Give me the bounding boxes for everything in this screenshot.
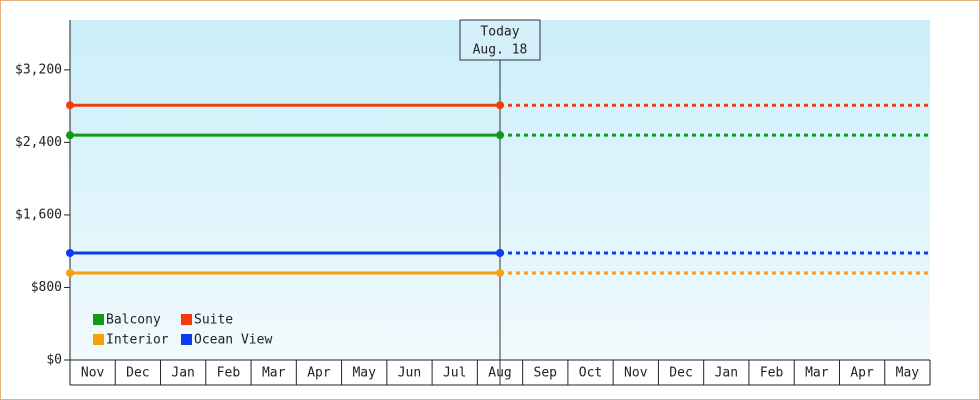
legend-label: Ocean View xyxy=(194,333,272,348)
x-tick-label: Mar xyxy=(805,366,829,381)
y-tick-label: $2,400 xyxy=(15,135,62,150)
x-tick-label: Sep xyxy=(534,366,558,381)
x-tick-label: Oct xyxy=(579,366,602,381)
today-box xyxy=(459,19,541,61)
x-tick-label: Jan xyxy=(715,366,738,381)
x-tick-label: Mar xyxy=(262,366,286,381)
point xyxy=(66,131,74,140)
legend-swatch xyxy=(93,334,104,345)
today-date: Aug. 18 xyxy=(473,43,528,58)
point xyxy=(496,249,504,258)
point xyxy=(66,101,74,110)
x-tick-label: Apr xyxy=(307,366,331,381)
x-tick-label: Apr xyxy=(850,366,874,381)
x-tick-label: Nov xyxy=(624,366,648,381)
x-tick-label: Jul xyxy=(443,366,466,381)
today-label: Today xyxy=(480,25,519,40)
x-tick-label: Dec xyxy=(126,366,149,381)
legend-label: Interior xyxy=(106,333,169,348)
point xyxy=(66,268,74,277)
y-tick-label: $1,600 xyxy=(15,207,62,222)
y-tick-label: $3,200 xyxy=(15,62,62,77)
point xyxy=(496,101,504,110)
point xyxy=(496,268,504,277)
legend-swatch xyxy=(181,314,192,325)
x-tick-label: Dec xyxy=(669,366,692,381)
legend-swatch xyxy=(93,314,104,325)
x-tick-label: May xyxy=(352,366,376,381)
y-tick-label: $800 xyxy=(31,280,62,295)
x-tick-label: May xyxy=(896,366,920,381)
point xyxy=(496,131,504,140)
y-tick-label: $0 xyxy=(46,353,62,368)
legend-swatch xyxy=(181,334,192,345)
legend-label: Balcony xyxy=(106,313,161,328)
legend-label: Suite xyxy=(194,313,233,328)
x-tick-label: Nov xyxy=(81,366,105,381)
x-tick-label: Jun xyxy=(398,366,421,381)
x-tick-label: Feb xyxy=(217,366,241,381)
x-tick-label: Feb xyxy=(760,366,784,381)
x-tick-label: Jan xyxy=(171,366,194,381)
point xyxy=(66,249,74,258)
